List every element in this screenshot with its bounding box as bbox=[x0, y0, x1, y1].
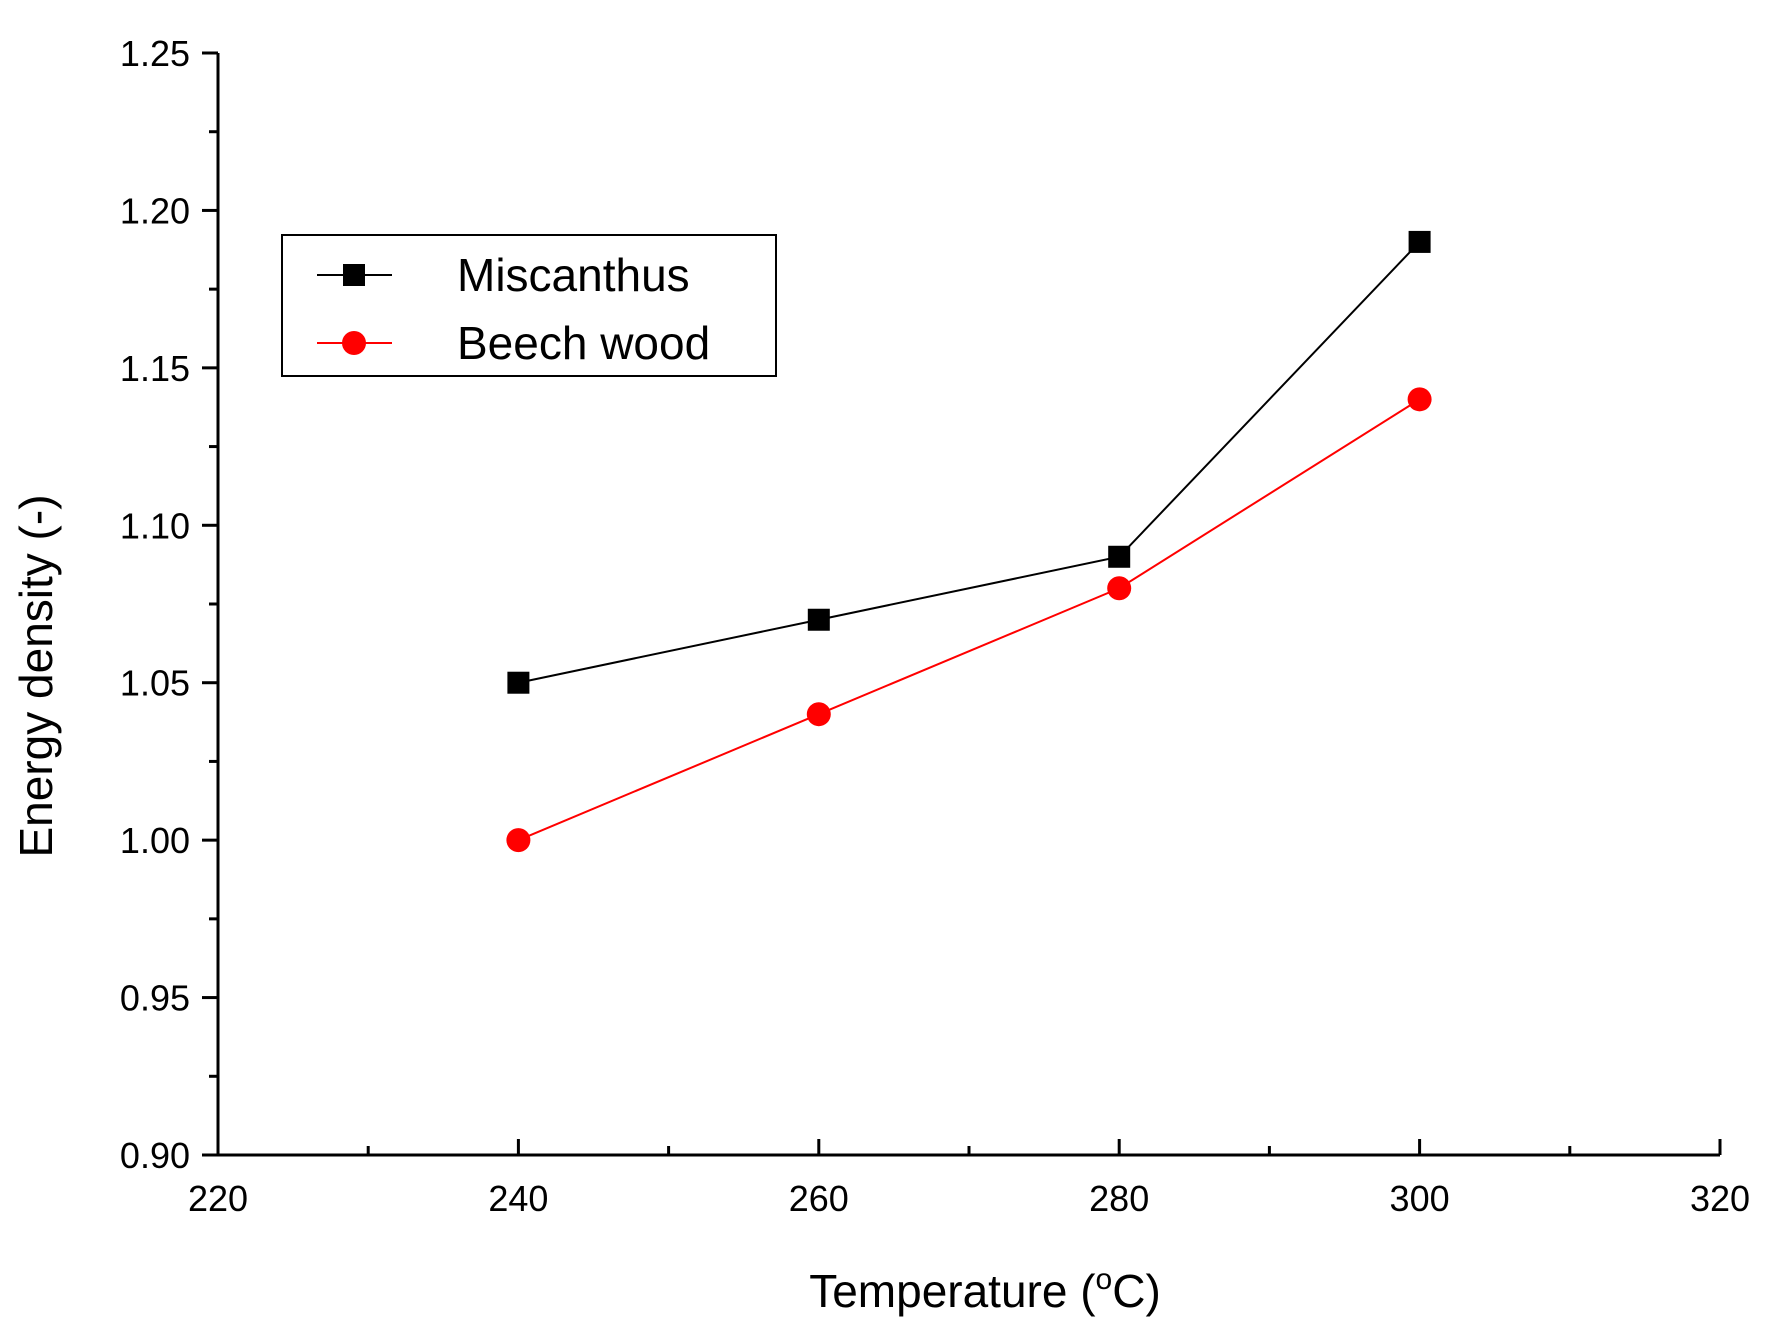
y-tick-label: 1.00 bbox=[120, 820, 190, 861]
legend-item-beech-wood: Beech wood bbox=[317, 317, 710, 369]
x-axis-title-superscript: o bbox=[1096, 1263, 1113, 1296]
x-axis-title-main: Temperature ( bbox=[809, 1265, 1096, 1317]
x-tick-label: 240 bbox=[488, 1178, 548, 1219]
legend: Miscanthus Beech wood bbox=[281, 234, 777, 377]
y-tick-label: 1.20 bbox=[120, 190, 190, 231]
tick-labels: 220 240 260 280 300 320 0.90 0.95 1.00 1.05 1.10 1.… bbox=[120, 33, 1750, 1219]
series-layer bbox=[506, 230, 1432, 853]
legend-marker-miscanthus bbox=[343, 264, 365, 286]
data-point-beech-wood bbox=[1407, 387, 1432, 412]
y-tick-label: 1.10 bbox=[120, 505, 190, 546]
y-tick-label: 0.90 bbox=[120, 1135, 190, 1176]
y-tick-label: 1.25 bbox=[120, 33, 190, 74]
series-line-beech-wood bbox=[518, 398, 1421, 842]
y-tick-label: 1.15 bbox=[120, 348, 190, 389]
ticks bbox=[202, 51, 1722, 1157]
data-point-miscanthus bbox=[507, 671, 530, 694]
x-tick-label: 260 bbox=[789, 1178, 849, 1219]
axes bbox=[216, 53, 1720, 1157]
data-point-beech-wood bbox=[1107, 576, 1132, 601]
x-tick-label: 280 bbox=[1089, 1178, 1149, 1219]
y-axis-title: Energy density (-) bbox=[10, 494, 62, 857]
series-beech-wood bbox=[506, 387, 1432, 853]
x-axis-title: Temperature (oC) bbox=[809, 1263, 1161, 1317]
data-point-beech-wood bbox=[806, 702, 831, 727]
y-tick-label: 0.95 bbox=[120, 978, 190, 1019]
data-point-miscanthus bbox=[807, 608, 830, 631]
y-tick-label: 1.05 bbox=[120, 663, 190, 704]
data-point-miscanthus bbox=[1408, 230, 1431, 253]
data-point-miscanthus bbox=[1108, 545, 1131, 568]
series-line-miscanthus bbox=[518, 241, 1421, 684]
x-tick-label: 220 bbox=[188, 1178, 248, 1219]
x-tick-label: 300 bbox=[1390, 1178, 1450, 1219]
legend-label-miscanthus: Miscanthus bbox=[457, 249, 690, 301]
x-axis-title-suffix: C) bbox=[1112, 1265, 1161, 1317]
legend-box bbox=[281, 234, 777, 377]
legend-marker-beech-wood bbox=[342, 331, 366, 355]
series-miscanthus bbox=[507, 230, 1431, 694]
data-point-beech-wood bbox=[506, 828, 531, 853]
x-tick-label: 320 bbox=[1690, 1178, 1750, 1219]
legend-item-miscanthus: Miscanthus bbox=[317, 249, 690, 301]
legend-label-beech-wood: Beech wood bbox=[457, 317, 710, 369]
